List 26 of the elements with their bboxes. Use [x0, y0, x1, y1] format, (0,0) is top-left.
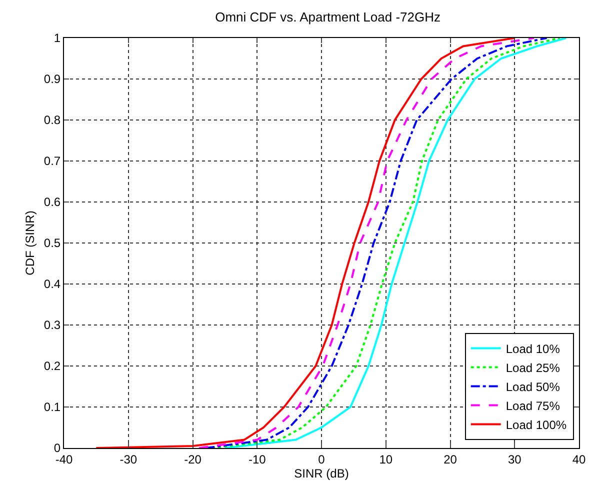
y-tick-label: 0.2: [44, 359, 61, 374]
y-tick-label: 1: [54, 31, 61, 46]
x-tick-label: 20: [444, 452, 458, 466]
x-tick-label: -10: [248, 452, 266, 466]
y-tick-label: 0.6: [44, 195, 61, 210]
y-tick-label: 0.4: [44, 277, 61, 292]
x-tick-label: -30: [120, 452, 138, 466]
legend-label: Load 100%: [506, 418, 567, 432]
y-tick-label: 0.8: [44, 113, 61, 128]
x-tick-label: 10: [379, 452, 393, 466]
y-axis-title: CDF (SINR): [23, 210, 38, 276]
y-tick-label: 0.1: [44, 400, 61, 414]
y-tick-label: 0.5: [44, 236, 61, 250]
x-tick-label: 30: [508, 452, 522, 466]
legend-label: Load 10%: [506, 342, 560, 356]
chart-title: Omni CDF vs. Apartment Load -72GHz: [215, 9, 441, 24]
y-tick-label: 0.7: [44, 154, 61, 168]
x-tick-label: -20: [184, 452, 202, 466]
legend-label: Load 25%: [506, 360, 560, 375]
x-tick-label: 40: [572, 452, 586, 466]
y-tick-label: 0.9: [44, 72, 61, 86]
legend-label: Load 50%: [506, 380, 560, 394]
x-axis-title: SINR (dB): [294, 466, 349, 480]
x-tick-label: 0: [318, 452, 326, 466]
y-tick-label: 0.3: [44, 318, 61, 332]
legend-label: Load 75%: [506, 398, 560, 413]
